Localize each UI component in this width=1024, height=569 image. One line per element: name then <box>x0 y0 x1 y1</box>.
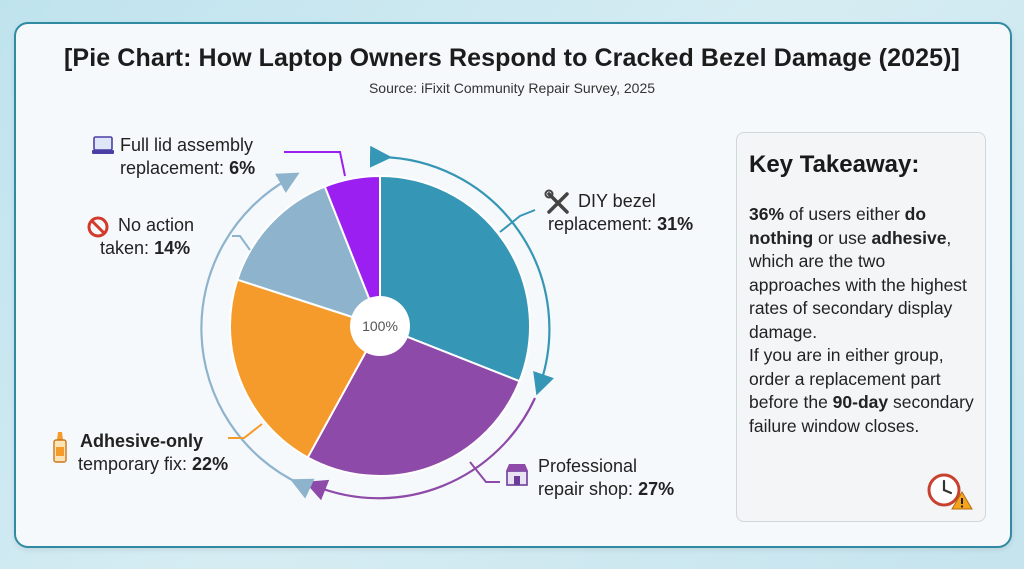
key-takeaway-box: Key Takeaway: 36% of users either do not… <box>736 132 986 522</box>
slice-adhesive <box>229 278 382 459</box>
takeaway-body: 36% of users either do nothing or use ad… <box>749 204 974 436</box>
leader-diy <box>499 209 536 233</box>
arrow-left <box>200 172 315 499</box>
slice-full-lid <box>323 174 381 327</box>
shop-icon <box>506 464 528 486</box>
slice-professional <box>306 324 521 477</box>
label-diy: DIY bezel replacement: 31% <box>548 191 694 234</box>
leader-no-action <box>232 235 251 251</box>
arrow-diy <box>369 145 554 396</box>
pie-center-circle <box>350 296 410 356</box>
label-no-action: No action taken: 14% <box>100 215 195 258</box>
tools-icon <box>544 189 569 214</box>
laptop-icon <box>92 136 114 154</box>
takeaway-heading: Key Takeaway: <box>749 151 920 178</box>
label-full-lid: Full lid assembly replacement: 6% <box>120 135 256 178</box>
glue-icon <box>53 432 67 463</box>
leader-full-lid <box>284 151 346 177</box>
chart-subtitle: Source: iFixit Community Repair Survey, … <box>368 80 656 96</box>
pie-center-label: 100% <box>362 318 398 334</box>
clock-warning-icon <box>927 473 973 510</box>
prohibited-icon <box>87 216 109 238</box>
leader-professional <box>469 461 500 483</box>
arrow-professional <box>304 397 536 501</box>
chart-title: [Pie Chart: How Laptop Owners Respond to… <box>64 44 960 72</box>
label-adhesive: Adhesive-only temporary fix: 22% <box>78 431 229 474</box>
slice-no-action <box>236 185 382 328</box>
slice-diy <box>379 174 531 383</box>
leader-adhesive <box>228 423 263 439</box>
label-professional: Professional repair shop: 27% <box>538 456 675 499</box>
